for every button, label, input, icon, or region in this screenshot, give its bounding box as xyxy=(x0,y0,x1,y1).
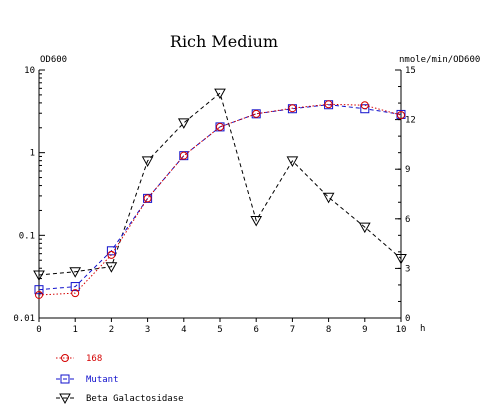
x-tick-label: 5 xyxy=(217,325,222,335)
data-point xyxy=(288,104,297,113)
x-tick-label: 0 xyxy=(36,325,41,335)
data-point xyxy=(322,192,335,204)
data-point xyxy=(395,253,407,265)
x-tick-label: 1 xyxy=(72,325,77,335)
x-tick-label: 7 xyxy=(290,325,295,335)
legend-label: Beta Galactosidase xyxy=(86,394,184,404)
x-tick-label: 9 xyxy=(362,325,367,335)
data-point xyxy=(252,109,261,118)
x-tick-label: 8 xyxy=(326,325,331,335)
legend-label: 168 xyxy=(86,354,102,364)
data-point xyxy=(107,250,116,259)
data-point xyxy=(179,151,188,160)
series-line-1 xyxy=(38,104,402,291)
right-tick-label: 6 xyxy=(405,215,410,225)
data-point xyxy=(34,285,44,295)
data-point xyxy=(250,215,263,227)
left-tick-label: 1 xyxy=(30,149,35,159)
data-point xyxy=(141,156,154,167)
left-tick-label: 0.01 xyxy=(13,314,35,324)
data-point xyxy=(216,122,224,131)
data-point xyxy=(35,290,43,299)
data-point xyxy=(324,100,333,109)
data-point xyxy=(143,194,152,203)
x-axis-label: h xyxy=(420,324,425,334)
x-tick-label: 4 xyxy=(181,325,186,335)
data-point xyxy=(69,267,82,278)
data-point xyxy=(71,289,80,298)
series-line-0 xyxy=(38,103,402,296)
legend-label: Mutant xyxy=(86,375,119,385)
data-point xyxy=(214,88,226,100)
data-point xyxy=(177,118,190,129)
x-tick-label: 2 xyxy=(109,325,114,335)
series-layer xyxy=(33,88,407,299)
data-point xyxy=(286,156,299,167)
right-axis-ticks: 15 12 9 6 3 0 xyxy=(395,66,416,324)
right-tick-label: 3 xyxy=(405,264,410,274)
data-point xyxy=(70,282,80,292)
chart-title: Rich Medium xyxy=(170,32,278,51)
left-axis-ticks: 10 1 0.1 0.01 xyxy=(13,66,45,324)
data-point xyxy=(105,262,118,273)
right-tick-label: 9 xyxy=(405,165,410,175)
right-tick-label: 12 xyxy=(405,116,416,126)
right-axis-label: nmole/min/OD600 xyxy=(399,55,480,65)
left-tick-label: 0.1 xyxy=(19,231,35,241)
x-tick-label: 10 xyxy=(396,325,407,335)
data-point xyxy=(33,270,45,282)
legend-marker xyxy=(60,374,70,384)
left-axis-label: OD600 xyxy=(40,55,67,65)
x-tick-label: 6 xyxy=(253,325,258,335)
x-tick-label: 3 xyxy=(145,325,150,335)
data-point xyxy=(358,222,371,234)
left-tick-label: 10 xyxy=(24,66,35,76)
data-point xyxy=(360,101,369,110)
data-point xyxy=(397,111,405,120)
legend-marker xyxy=(59,393,71,405)
data-point xyxy=(360,104,370,114)
right-tick-label: 0 xyxy=(405,314,410,324)
series-line-2 xyxy=(38,92,402,276)
x-axis-ticks: 0 1 2 3 4 5 6 7 8 9 10 xyxy=(36,318,406,335)
legend-marker xyxy=(61,354,69,362)
legend: 168 Mutant Beta Galactosidase xyxy=(56,354,184,405)
right-tick-label: 15 xyxy=(405,66,416,76)
